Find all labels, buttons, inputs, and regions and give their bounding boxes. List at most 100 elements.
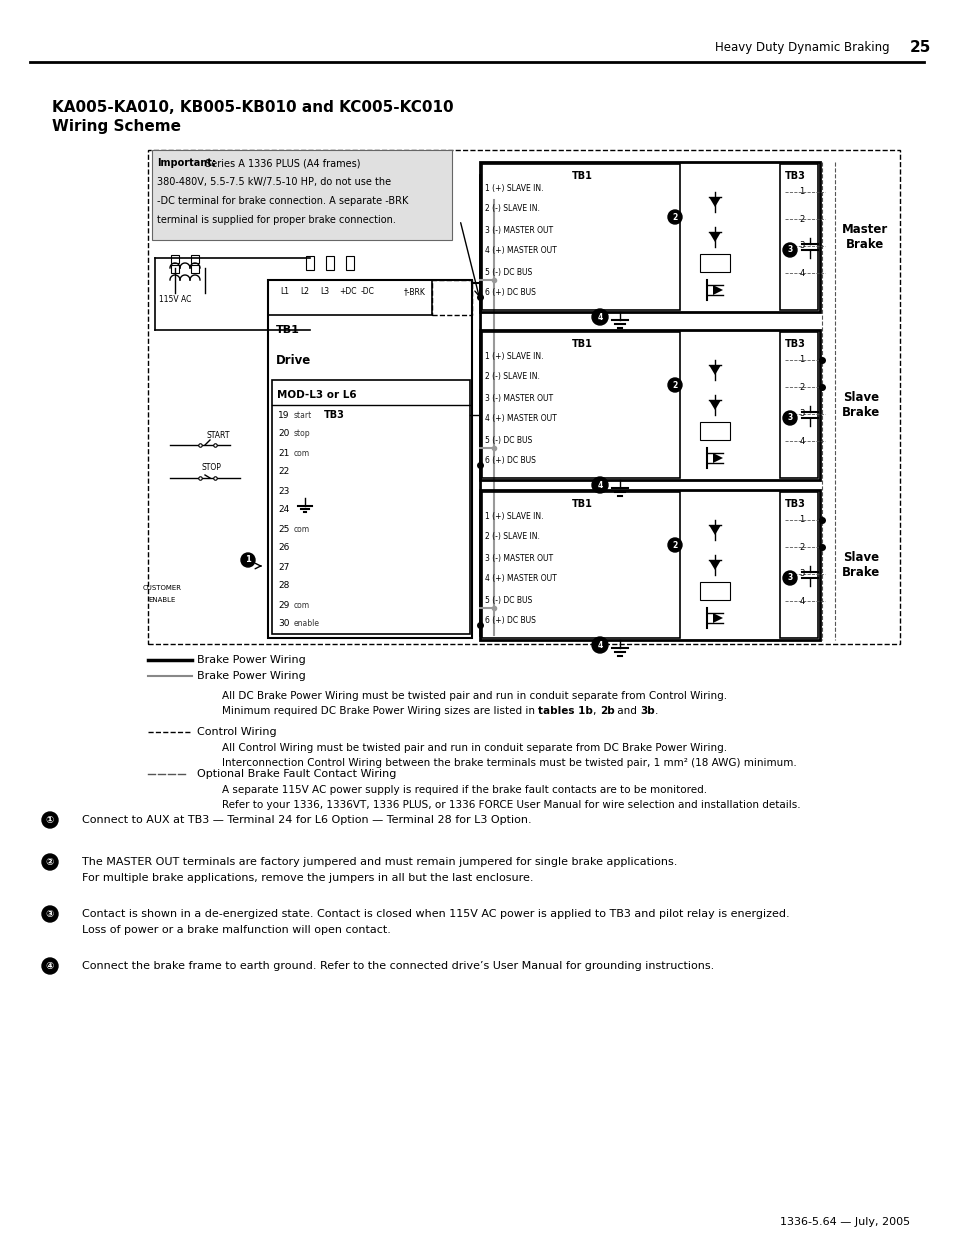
Text: 5 (-) DC BUS: 5 (-) DC BUS bbox=[484, 595, 532, 604]
Text: TB3: TB3 bbox=[324, 410, 345, 420]
Polygon shape bbox=[708, 232, 720, 242]
Text: 23: 23 bbox=[277, 487, 289, 495]
Bar bbox=[326, 256, 334, 270]
Text: 26: 26 bbox=[277, 543, 289, 552]
Polygon shape bbox=[712, 613, 722, 622]
Bar bbox=[346, 256, 354, 270]
Bar bbox=[780, 164, 817, 310]
Text: 4: 4 bbox=[597, 312, 602, 321]
Text: 3 (-) MASTER OUT: 3 (-) MASTER OUT bbox=[484, 553, 553, 562]
Text: Connect to AUX at TB3 — Terminal 24 for L6 Option — Terminal 28 for L3 Option.: Connect to AUX at TB3 — Terminal 24 for … bbox=[82, 815, 531, 825]
Circle shape bbox=[42, 958, 58, 974]
Text: 3b: 3b bbox=[640, 706, 655, 716]
Text: ④: ④ bbox=[46, 961, 54, 971]
Bar bbox=[191, 254, 199, 263]
Bar bbox=[268, 280, 432, 315]
Text: ENABLE: ENABLE bbox=[148, 597, 175, 603]
Bar bbox=[152, 149, 452, 240]
Text: MOD-L3 or L6: MOD-L3 or L6 bbox=[276, 390, 356, 400]
Text: For multiple brake applications, remove the jumpers in all but the last enclosur: For multiple brake applications, remove … bbox=[82, 873, 533, 883]
Text: 3: 3 bbox=[786, 414, 792, 422]
Text: 6 (+) DC BUS: 6 (+) DC BUS bbox=[484, 289, 536, 298]
Bar bbox=[780, 492, 817, 638]
Bar bbox=[481, 164, 679, 310]
Text: 4 (+) MASTER OUT: 4 (+) MASTER OUT bbox=[484, 247, 557, 256]
Text: 2: 2 bbox=[799, 383, 803, 391]
Text: -DC terminal for brake connection. A separate -BRK: -DC terminal for brake connection. A sep… bbox=[157, 196, 408, 206]
Text: +DC: +DC bbox=[339, 288, 356, 296]
Text: 4: 4 bbox=[799, 597, 803, 605]
Text: 29: 29 bbox=[277, 600, 289, 610]
Circle shape bbox=[667, 538, 681, 552]
Text: Control Wiring: Control Wiring bbox=[196, 727, 276, 737]
Bar bbox=[148, 149, 899, 643]
Text: 4 (+) MASTER OUT: 4 (+) MASTER OUT bbox=[484, 415, 557, 424]
Text: com: com bbox=[294, 448, 310, 457]
Text: 20: 20 bbox=[277, 430, 289, 438]
Bar bbox=[268, 280, 472, 638]
Text: terminal is supplied for proper brake connection.: terminal is supplied for proper brake co… bbox=[157, 215, 395, 225]
Bar bbox=[780, 332, 817, 478]
Text: 115V AC: 115V AC bbox=[158, 295, 191, 305]
Circle shape bbox=[667, 378, 681, 391]
Circle shape bbox=[241, 553, 254, 567]
Text: L2: L2 bbox=[300, 288, 309, 296]
Text: 28: 28 bbox=[277, 582, 289, 590]
Text: tables 1b: tables 1b bbox=[537, 706, 593, 716]
Text: stop: stop bbox=[294, 430, 311, 438]
Text: 30: 30 bbox=[277, 620, 289, 629]
Text: 3: 3 bbox=[786, 246, 792, 254]
Circle shape bbox=[42, 811, 58, 827]
Text: 3: 3 bbox=[799, 242, 803, 251]
Text: 6 (+) DC BUS: 6 (+) DC BUS bbox=[484, 616, 536, 625]
Text: Connect the brake frame to earth ground. Refer to the connected drive’s User Man: Connect the brake frame to earth ground.… bbox=[82, 961, 714, 971]
Text: The MASTER OUT terminals are factory jumpered and must remain jumpered for singl: The MASTER OUT terminals are factory jum… bbox=[82, 857, 677, 867]
Text: TB3: TB3 bbox=[784, 170, 805, 182]
Bar bbox=[481, 332, 679, 478]
Text: 27: 27 bbox=[277, 562, 289, 572]
Text: Wiring Scheme: Wiring Scheme bbox=[52, 120, 181, 135]
Text: 3: 3 bbox=[799, 410, 803, 419]
Circle shape bbox=[592, 309, 607, 325]
Text: All Control Wiring must be twisted pair and run in conduit separate from DC Brak: All Control Wiring must be twisted pair … bbox=[222, 743, 726, 753]
Text: 2b: 2b bbox=[599, 706, 614, 716]
Circle shape bbox=[592, 637, 607, 653]
Bar bbox=[481, 492, 679, 638]
Bar bbox=[306, 256, 314, 270]
Bar bbox=[479, 162, 820, 312]
Text: -DC: -DC bbox=[360, 288, 375, 296]
Text: ③: ③ bbox=[46, 909, 54, 919]
Text: 2 (-) SLAVE IN.: 2 (-) SLAVE IN. bbox=[484, 205, 539, 214]
Text: 24: 24 bbox=[277, 505, 289, 515]
Text: L1: L1 bbox=[280, 288, 289, 296]
Text: 4: 4 bbox=[799, 268, 803, 278]
Bar bbox=[700, 422, 729, 440]
Text: TB1: TB1 bbox=[571, 338, 592, 350]
Circle shape bbox=[782, 243, 796, 257]
Text: com: com bbox=[294, 525, 310, 534]
Text: TB1: TB1 bbox=[571, 499, 592, 509]
Bar bbox=[171, 254, 179, 263]
Circle shape bbox=[782, 571, 796, 585]
Text: ①: ① bbox=[46, 815, 54, 825]
Text: .: . bbox=[655, 706, 659, 716]
Text: Master
Brake: Master Brake bbox=[841, 224, 887, 251]
Text: 25: 25 bbox=[908, 41, 930, 56]
Text: 3 (-) MASTER OUT: 3 (-) MASTER OUT bbox=[484, 394, 553, 403]
Text: com: com bbox=[294, 600, 310, 610]
Polygon shape bbox=[708, 198, 720, 207]
Text: 1 (+) SLAVE IN.: 1 (+) SLAVE IN. bbox=[484, 184, 543, 193]
Text: 2: 2 bbox=[672, 212, 677, 221]
Text: 1: 1 bbox=[799, 188, 803, 196]
Text: Brake Power Wiring: Brake Power Wiring bbox=[196, 671, 305, 680]
Circle shape bbox=[42, 906, 58, 923]
Polygon shape bbox=[708, 366, 720, 375]
Bar bbox=[272, 380, 470, 634]
Text: 2 (-) SLAVE IN.: 2 (-) SLAVE IN. bbox=[484, 532, 539, 541]
Text: Slave
Brake: Slave Brake bbox=[841, 391, 880, 419]
Text: 2: 2 bbox=[799, 542, 803, 552]
Text: 3: 3 bbox=[786, 573, 792, 583]
Text: TB1: TB1 bbox=[571, 170, 592, 182]
Text: 2: 2 bbox=[799, 215, 803, 224]
Text: ②: ② bbox=[46, 857, 54, 867]
